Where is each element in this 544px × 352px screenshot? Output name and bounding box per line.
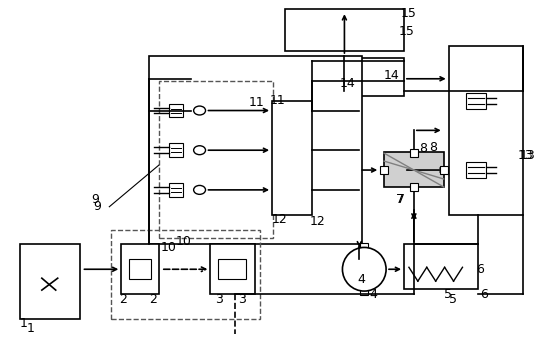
Text: 14: 14: [339, 77, 355, 90]
Text: 7: 7: [396, 193, 404, 206]
Text: 6: 6: [480, 288, 488, 301]
Text: 9: 9: [94, 200, 101, 213]
Text: 8: 8: [429, 141, 437, 154]
Text: 12: 12: [272, 213, 288, 226]
Text: 8: 8: [419, 142, 427, 155]
Bar: [159, 81, 273, 238]
Bar: [169, 143, 183, 157]
Bar: [211, 244, 255, 294]
Text: 13: 13: [518, 149, 534, 162]
Bar: [190, 58, 404, 96]
Bar: [285, 9, 404, 51]
Text: 15: 15: [401, 7, 417, 20]
Bar: [410, 149, 418, 157]
Bar: [384, 152, 444, 187]
Text: 14: 14: [384, 69, 400, 82]
Text: 9: 9: [91, 193, 100, 206]
Bar: [404, 244, 478, 289]
Text: 1: 1: [27, 322, 35, 335]
Bar: [129, 259, 151, 279]
Text: 12: 12: [310, 215, 325, 228]
Bar: [360, 287, 368, 295]
Text: 11: 11: [248, 96, 264, 109]
Bar: [380, 166, 388, 174]
Text: 2: 2: [119, 293, 127, 306]
Text: 13: 13: [520, 149, 536, 162]
Text: 4: 4: [369, 288, 377, 301]
Text: 5: 5: [449, 293, 456, 306]
Text: 15: 15: [399, 25, 415, 38]
Text: 7: 7: [397, 193, 405, 206]
Bar: [20, 244, 79, 319]
Bar: [410, 183, 418, 191]
Text: 3: 3: [215, 293, 224, 306]
Bar: [112, 230, 260, 319]
Bar: [169, 183, 183, 197]
Circle shape: [342, 247, 386, 291]
Text: 10: 10: [176, 235, 191, 248]
Bar: [466, 93, 486, 108]
Bar: [149, 56, 362, 244]
Text: 5: 5: [444, 288, 452, 301]
Bar: [449, 46, 523, 215]
Text: 6: 6: [477, 263, 484, 276]
Bar: [360, 244, 368, 251]
Bar: [272, 101, 312, 215]
Text: 11: 11: [270, 94, 286, 107]
Text: 1: 1: [20, 317, 28, 330]
Text: 2: 2: [149, 293, 157, 306]
Bar: [219, 259, 246, 279]
Bar: [440, 166, 448, 174]
Bar: [121, 244, 159, 294]
Text: 4: 4: [357, 273, 365, 286]
Bar: [466, 162, 486, 178]
Bar: [169, 103, 183, 118]
Text: 10: 10: [161, 241, 177, 254]
Text: 3: 3: [238, 293, 246, 306]
